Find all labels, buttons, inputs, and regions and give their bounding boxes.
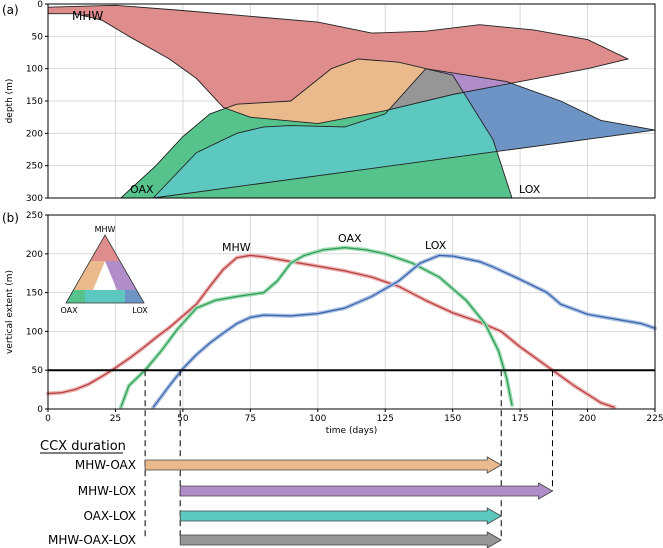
- inset-oax-region: [66, 290, 85, 303]
- panel-b-xlabel: time (days): [326, 426, 377, 436]
- inset-mhw-lox-region: [105, 261, 137, 290]
- inset-label-lox: LOX: [132, 306, 148, 315]
- ccx-label-oax-lox: OAX-LOX: [83, 509, 136, 523]
- series-line-oax: [120, 247, 513, 408]
- region-label-oax: OAX: [130, 183, 154, 196]
- inset-label-mhw: MHW: [95, 225, 116, 234]
- xtick-label: 200: [579, 414, 596, 424]
- ytick-label: 200: [26, 250, 43, 260]
- region-label-mhw: MHW: [72, 9, 103, 23]
- xtick-label: 100: [309, 414, 326, 424]
- ytick-label: 50: [32, 32, 44, 42]
- region-oax-lox: [153, 68, 513, 198]
- panel-a: (a) 0 50 100 150 200 250 300 depth (m) MHW OAX…: [2, 0, 656, 204]
- inset-lox-region: [125, 290, 144, 303]
- xtick-label: 225: [646, 414, 663, 424]
- xtick-label: 25: [110, 414, 121, 424]
- ytick-label: 0: [37, 0, 43, 10]
- series-label-lox: LOX: [425, 239, 447, 252]
- ccx-arrow-mhw-oax-lox: [179, 531, 503, 548]
- ytick-label: 100: [26, 65, 43, 75]
- xtick-label: 150: [444, 414, 461, 424]
- region-mhw: [48, 5, 628, 124]
- panel-b-ylabel: vertical extent (m): [5, 270, 15, 354]
- ccx-label-mhw-oax: MHW-OAX: [75, 458, 136, 472]
- ytick-label: 200: [26, 129, 43, 139]
- ccx-bars: [144, 456, 554, 548]
- inset-mhw-region: [90, 235, 120, 261]
- inset-outline: [65, 234, 145, 304]
- ccx-arrow-mhw-oax: [144, 456, 503, 474]
- panel-b-frame: [47, 214, 656, 410]
- region-outline-lox: [152, 68, 656, 199]
- panel-b-yticks: 0 50 100 150 200 250: [26, 211, 48, 415]
- inset-label-oax: OAX: [60, 306, 78, 315]
- ytick-label: 50: [32, 366, 44, 376]
- ccx-label-mhw-lox: MHW-LOX: [78, 484, 136, 498]
- ccx-arrow-mhw-lox: [179, 482, 554, 500]
- xtick-label: 125: [377, 414, 394, 424]
- ccx-section: CCX duration MHW-OAX MHW-LOX OAX-LOX MHW…: [40, 370, 554, 548]
- ytick-label: 150: [26, 289, 43, 299]
- panel-a-regions: [47, 4, 656, 199]
- panel-b-label: (b): [2, 211, 19, 225]
- xtick-label: 50: [177, 414, 189, 424]
- series-label-oax: OAX: [338, 232, 362, 245]
- series-line-lox: [152, 254, 656, 408]
- region-outline-mhw: [47, 4, 630, 125]
- xtick-label: 175: [512, 414, 529, 424]
- ytick-label: 0: [37, 405, 43, 415]
- overlap-oax-lox-group: [153, 68, 513, 198]
- ccx-label-mhw-oax-lox: MHW-OAX-LOX: [48, 533, 136, 547]
- inset-oax-lox-region: [85, 290, 125, 303]
- xtick-label: 75: [245, 414, 256, 424]
- panel-a-yticks: 0 50 100 150 200 250 300: [26, 0, 48, 204]
- ytick-label: 250: [26, 211, 43, 221]
- xtick-label: 0: [45, 414, 51, 424]
- ccx-arrow-oax-lox: [179, 507, 503, 525]
- panel-b: (b) 0 25 50 75 100 125 150 175 200 225 0 50 100 150 2…: [2, 211, 663, 436]
- ytick-label: 300: [26, 194, 43, 204]
- panel-a-ylabel: depth (m): [5, 79, 15, 124]
- series-line-mhw: [47, 254, 615, 408]
- series-label-mhw: MHW: [222, 241, 251, 254]
- ytick-label: 100: [26, 327, 43, 337]
- ccx-title: CCX duration: [40, 439, 126, 454]
- panel-a-label: (a): [2, 3, 19, 17]
- overlap-legend-inset: MHW OAX LOX: [60, 225, 148, 315]
- region-label-lox: LOX: [519, 183, 541, 196]
- ytick-label: 250: [26, 162, 43, 172]
- ytick-label: 150: [26, 97, 43, 107]
- panel-b-xticks: 0 25 50 75 100 125 150 175 200 225: [45, 409, 663, 424]
- panel-b-lines: [46, 245, 657, 410]
- inset-mhw-oax-region: [73, 261, 105, 290]
